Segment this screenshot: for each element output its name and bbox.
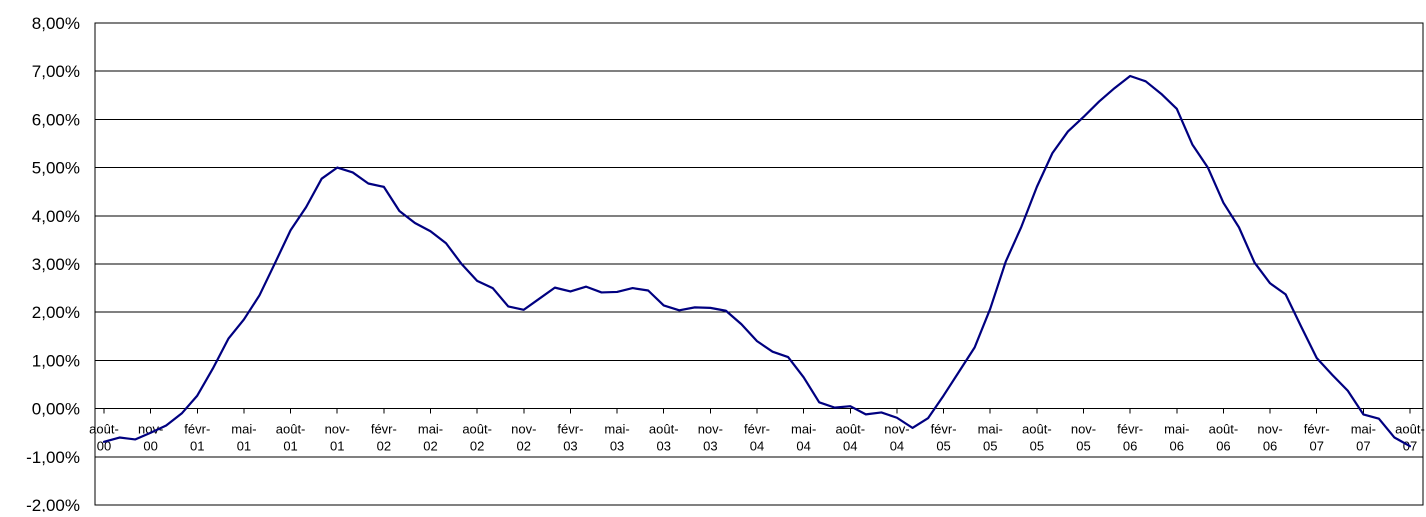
x-tick-label: févr-06 (1117, 422, 1143, 454)
y-tick-label: 5,00% (32, 159, 80, 178)
x-tick-label: août-05 (1022, 422, 1052, 454)
x-tick-label: mai-03 (604, 422, 629, 454)
x-tick-label: févr-05 (931, 422, 957, 454)
y-tick-label: 0,00% (32, 400, 80, 419)
x-tick-label: févr-02 (371, 422, 397, 454)
x-tick-label: févr-01 (184, 422, 210, 454)
x-tick-label: mai-07 (1351, 422, 1376, 454)
y-tick-label: 8,00% (32, 14, 80, 33)
y-tick-label: 2,00% (32, 303, 80, 322)
x-tick-label: août-00 (89, 422, 119, 454)
x-tick-label: févr-07 (1304, 422, 1330, 454)
x-tick-label: nov-01 (325, 422, 350, 454)
x-tick-label: mai-06 (1164, 422, 1189, 454)
y-tick-label: -1,00% (26, 448, 80, 467)
y-tick-label: 3,00% (32, 255, 80, 274)
x-tick-label: août-03 (649, 422, 679, 454)
x-tick-label: août-06 (1209, 422, 1239, 454)
x-tick-label: nov-00 (138, 422, 163, 454)
x-tick-label: févr-03 (557, 422, 583, 454)
x-tick-label: août-01 (276, 422, 306, 454)
x-tick-label: août-07 (1395, 422, 1425, 454)
x-tick-label: nov-06 (1257, 422, 1282, 454)
x-tick-label: nov-03 (698, 422, 723, 454)
x-tick-label: nov-04 (884, 422, 909, 454)
x-tick-label: nov-02 (511, 422, 536, 454)
y-tick-label: -2,00% (26, 496, 80, 512)
x-tick-label: août-04 (835, 422, 865, 454)
y-tick-label: 7,00% (32, 62, 80, 81)
series-line (102, 74, 1412, 448)
series-layer (102, 74, 1412, 448)
x-tick-label: mai-01 (231, 422, 256, 454)
x-tick-label: août-02 (462, 422, 492, 454)
x-tick-label: févr-04 (744, 422, 770, 454)
x-tick-label: mai-02 (418, 422, 443, 454)
axes (94, 22, 1424, 506)
y-tick-label: 4,00% (32, 207, 80, 226)
y-tick-label: 1,00% (32, 351, 80, 370)
y-tick-label: 6,00% (32, 110, 80, 129)
x-tick-label: nov-05 (1071, 422, 1096, 454)
x-tick-label: mai-05 (978, 422, 1003, 454)
x-tick-label: mai-04 (791, 422, 816, 454)
plot-frame (94, 22, 1424, 506)
x-axis-tick-labels: août-00 nov-00 févr-01 mai-01 août-01 nov-01 f… (89, 422, 1425, 454)
gridlines (95, 22, 1423, 458)
y-axis-tick-labels: -2,00% -1,00% 0,00% 1,00% 2,00% 3,00% 4,00% 5,0… (26, 14, 80, 515)
